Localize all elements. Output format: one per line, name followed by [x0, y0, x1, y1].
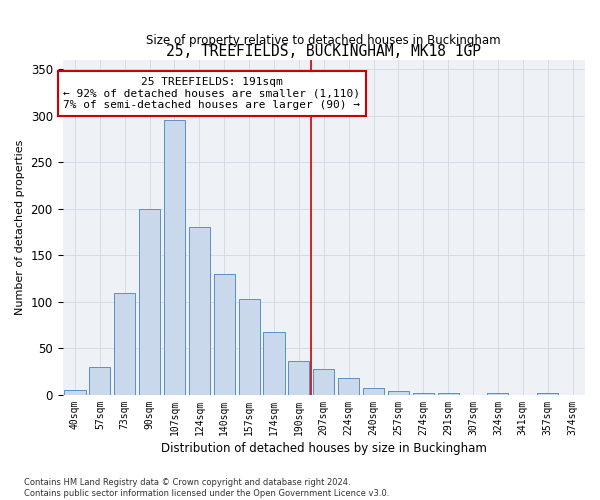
- Bar: [64, 390, 86, 395]
- Bar: [239, 299, 260, 395]
- Bar: [313, 369, 334, 395]
- Bar: [413, 393, 434, 395]
- Bar: [388, 391, 409, 395]
- Text: 25 TREEFIELDS: 191sqm
← 92% of detached houses are smaller (1,110)
7% of semi-de: 25 TREEFIELDS: 191sqm ← 92% of detached …: [64, 76, 361, 110]
- Bar: [363, 388, 384, 395]
- Bar: [338, 378, 359, 395]
- Text: Size of property relative to detached houses in Buckingham: Size of property relative to detached ho…: [146, 34, 501, 46]
- Bar: [164, 120, 185, 395]
- Bar: [89, 367, 110, 395]
- Bar: [263, 332, 284, 395]
- Bar: [289, 360, 310, 395]
- Bar: [214, 274, 235, 395]
- Bar: [114, 292, 136, 395]
- Bar: [537, 393, 558, 395]
- X-axis label: Distribution of detached houses by size in Buckingham: Distribution of detached houses by size …: [161, 442, 487, 455]
- Bar: [139, 209, 160, 395]
- Title: 25, TREEFIELDS, BUCKINGHAM, MK18 1GP: 25, TREEFIELDS, BUCKINGHAM, MK18 1GP: [166, 44, 481, 59]
- Y-axis label: Number of detached properties: Number of detached properties: [15, 140, 25, 315]
- Bar: [437, 393, 459, 395]
- Bar: [189, 228, 210, 395]
- Bar: [487, 393, 508, 395]
- Text: Contains HM Land Registry data © Crown copyright and database right 2024.
Contai: Contains HM Land Registry data © Crown c…: [24, 478, 389, 498]
